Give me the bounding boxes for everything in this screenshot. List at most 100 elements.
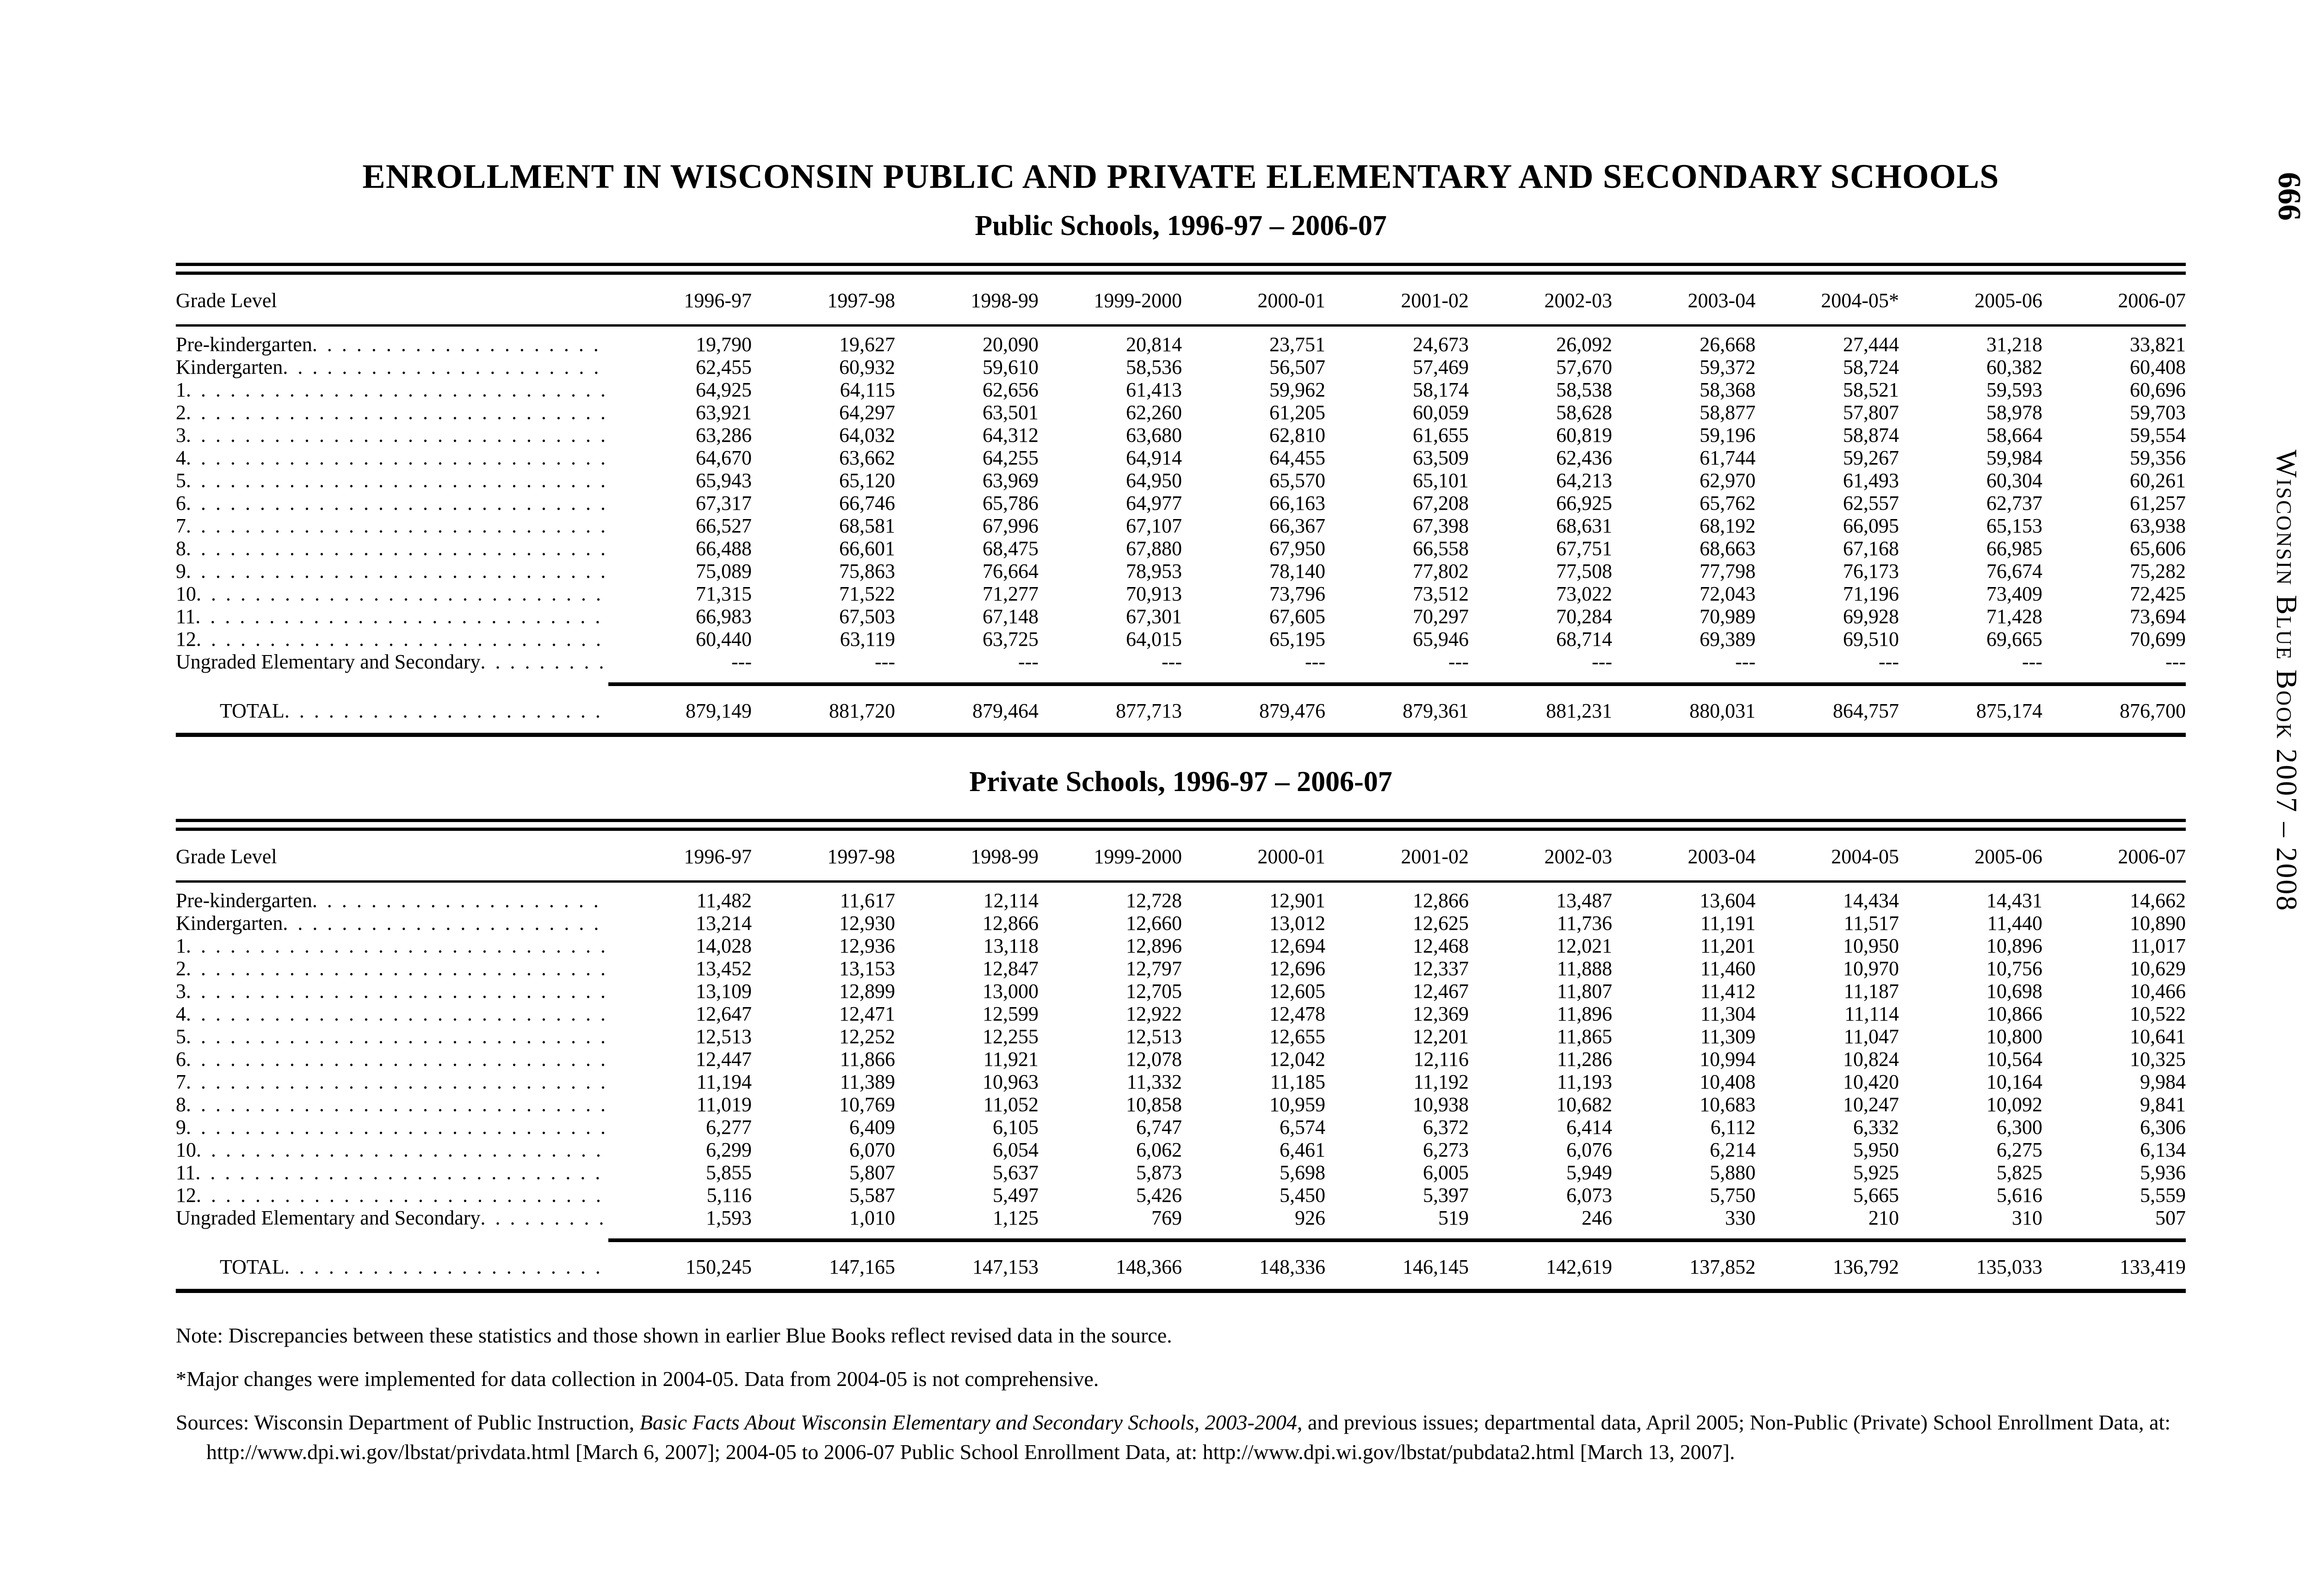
cell-value: 63,969 (983, 469, 1039, 492)
cell-value: 210 (1868, 1206, 1899, 1229)
cell-value: 73,512 (1413, 582, 1469, 605)
year-header: 1997-98 (827, 289, 895, 312)
cell-value: 66,488 (696, 537, 752, 560)
cell-value: 66,367 (1269, 514, 1325, 537)
row-label: 3 (176, 424, 186, 446)
cell-value: 68,475 (983, 537, 1039, 560)
cell-value: 67,168 (1843, 537, 1899, 560)
table-row: 9 6,277 6,409 6,105 6,747 6,574 6,372 6,414 6,11… (176, 1116, 2186, 1138)
cell-value: 12,042 (1269, 1048, 1325, 1070)
total-value: 136,792 (1833, 1256, 1899, 1278)
total-value: 879,149 (686, 699, 752, 722)
cell-value: 63,938 (2130, 514, 2186, 537)
cell-value: 67,880 (1126, 537, 1182, 560)
table-row: 8 66,488 66,601 68,475 67,880 67,950 66,558 67,… (176, 537, 2186, 560)
cell-value: 5,450 (1280, 1184, 1325, 1206)
cell-value: 11,191 (1700, 912, 1756, 934)
table-row: 3 13,109 12,899 13,000 12,705 12,605 12,467 11,… (176, 980, 2186, 1002)
dot-leader (196, 1138, 608, 1161)
cell-value: 6,062 (1136, 1138, 1182, 1161)
cell-value: 58,978 (1986, 401, 2042, 424)
total-value: 876,700 (2120, 699, 2186, 722)
cell-value: 73,694 (2130, 605, 2186, 628)
dot-leader (481, 650, 608, 673)
cell-value: 67,317 (696, 492, 752, 514)
cell-value: 12,605 (1269, 980, 1325, 1002)
cell-value: --- (1018, 650, 1039, 673)
year-header: 2006-07 (2118, 289, 2186, 312)
cell-value: 72,425 (2130, 582, 2186, 605)
table-row: 5 12,513 12,252 12,255 12,513 12,655 12,201 11,… (176, 1025, 2186, 1048)
year-header: 1998-99 (971, 289, 1039, 312)
grade-level-header: Grade Level (176, 845, 277, 868)
total-value: 137,852 (1689, 1256, 1756, 1278)
cell-value: 6,299 (706, 1138, 752, 1161)
cell-value: 60,408 (2130, 356, 2186, 378)
cell-value: 12,655 (1269, 1025, 1325, 1048)
cell-value: 61,655 (1413, 424, 1469, 446)
cell-value: 12,866 (983, 912, 1039, 934)
year-header: 1999-2000 (1094, 289, 1182, 312)
cell-value: 59,962 (1269, 378, 1325, 401)
cell-value: 64,297 (839, 401, 895, 424)
cell-value: 6,332 (1853, 1116, 1899, 1138)
cell-value: 62,737 (1986, 492, 2042, 514)
cell-value: 67,398 (1413, 514, 1469, 537)
cell-value: 5,665 (1853, 1184, 1899, 1206)
cell-value: 10,466 (2130, 980, 2186, 1002)
cell-value: 5,426 (1136, 1184, 1182, 1206)
cell-value: 77,802 (1413, 560, 1469, 582)
cell-value: 65,606 (2130, 537, 2186, 560)
sources-text: Sources: Wisconsin Department of Public … (176, 1408, 2186, 1467)
cell-value: 5,825 (1997, 1161, 2042, 1184)
cell-value: 62,436 (1556, 446, 1612, 469)
cell-value: 12,647 (696, 1002, 752, 1025)
table-row: Kindergarten 62,455 60,932 59,610 58,536 56,5… (176, 356, 2186, 378)
row-label-cell: 3 (176, 980, 608, 1002)
cell-value: 75,089 (696, 560, 752, 582)
cell-value: 6,073 (1566, 1184, 1612, 1206)
total-value: 879,464 (972, 699, 1039, 722)
row-label: 12 (176, 628, 196, 650)
year-header: 2000-01 (1257, 289, 1325, 312)
cell-value: 10,564 (1986, 1048, 2042, 1070)
cell-value: 6,134 (2140, 1138, 2186, 1161)
table-row: 10 71,315 71,522 71,277 70,913 73,796 73,512 73… (176, 582, 2186, 605)
cell-value: 12,696 (1269, 957, 1325, 980)
row-label-cell: 9 (176, 560, 608, 582)
row-label: Ungraded Elementary and Secondary (176, 650, 481, 673)
table-row: Pre-kindergarten 11,482 11,617 12,114 12,728… (176, 889, 2186, 912)
year-header: 2005-06 (1974, 289, 2042, 312)
cell-value: --- (1592, 650, 1612, 673)
cell-value: 71,315 (696, 582, 752, 605)
cell-value: 12,797 (1126, 957, 1182, 980)
cell-value: 69,510 (1843, 628, 1899, 650)
cell-value: 10,994 (1700, 1048, 1756, 1070)
cell-value: 62,260 (1126, 401, 1182, 424)
public-table-subtitle: Public Schools, 1996-97 – 2006-07 (975, 210, 1387, 241)
cell-value: 12,201 (1413, 1025, 1469, 1048)
dot-leader (186, 537, 608, 560)
cell-value: 24,673 (1413, 333, 1469, 356)
cell-value: 11,460 (1700, 957, 1756, 980)
year-header: 2006-07 (2118, 845, 2186, 868)
cell-value: 59,372 (1700, 356, 1756, 378)
cell-value: 59,554 (2130, 424, 2186, 446)
cell-value: 20,090 (983, 333, 1039, 356)
cell-value: 12,625 (1413, 912, 1469, 934)
cell-value: 58,664 (1986, 424, 2042, 446)
cell-value: 10,756 (1986, 957, 2042, 980)
sources-suffix: , and previous issues; departmental data… (206, 1410, 2171, 1464)
sources-prefix: Sources: Wisconsin Department of Public … (176, 1410, 640, 1434)
cell-value: 58,874 (1843, 424, 1899, 446)
cell-value: 59,703 (2130, 401, 2186, 424)
cell-value: 68,192 (1700, 514, 1756, 537)
cell-value: 10,963 (983, 1070, 1039, 1093)
cell-value: 12,866 (1413, 889, 1469, 912)
cell-value: 13,118 (983, 934, 1039, 957)
cell-value: 12,936 (839, 934, 895, 957)
cell-value: 11,440 (1987, 912, 2042, 934)
cell-value: 10,970 (1843, 957, 1899, 980)
row-label: 6 (176, 492, 186, 514)
table-row: 6 12,447 11,866 11,921 12,078 12,042 12,116 11,… (176, 1048, 2186, 1070)
